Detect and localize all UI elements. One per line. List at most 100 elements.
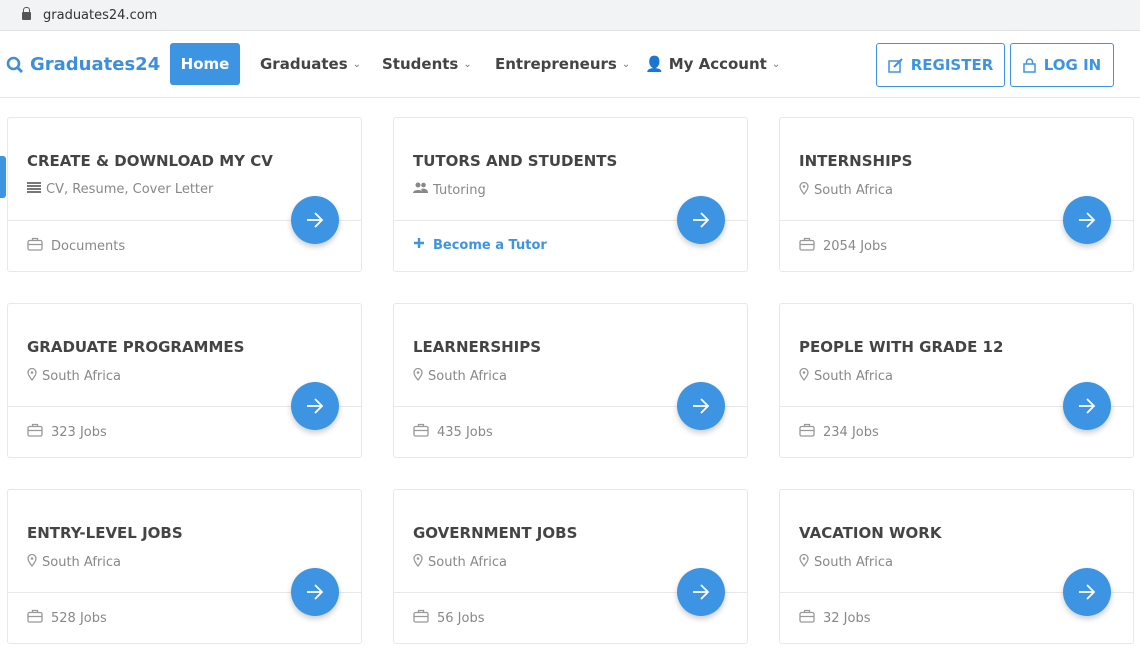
category-card[interactable]: PEOPLE WITH GRADE 12 South Africa 234 Jo… — [779, 303, 1134, 458]
divider — [394, 592, 747, 593]
card-footer-text: Become a Tutor — [433, 237, 547, 253]
card-subtitle: CV, Resume, Cover Letter — [27, 182, 213, 197]
category-card[interactable]: VACATION WORK South Africa 32 Jobs — [779, 489, 1134, 644]
arrow-right-icon — [307, 398, 324, 414]
lock-icon — [22, 6, 31, 20]
arrow-right-icon — [1079, 398, 1096, 414]
address-bar[interactable]: graduates24.com — [0, 0, 1140, 31]
nav-my-account[interactable]: 👤 My Account ⌄ — [645, 43, 780, 85]
nav-graduates[interactable]: Graduates ⌄ — [260, 43, 361, 85]
nav-home[interactable]: Home — [170, 43, 240, 85]
open-card-button[interactable] — [677, 568, 725, 616]
card-title[interactable]: GOVERNMENT JOBS — [413, 524, 578, 542]
open-card-button[interactable] — [291, 382, 339, 430]
open-card-button[interactable] — [1063, 382, 1111, 430]
card-title[interactable]: ENTRY-LEVEL JOBS — [27, 524, 183, 542]
card-footer: 528 Jobs — [27, 609, 107, 627]
chevron-down-icon: ⌄ — [771, 58, 781, 70]
divider — [394, 406, 747, 407]
chevron-down-icon: ⌄ — [621, 58, 631, 70]
nav-label: Students — [382, 55, 459, 73]
become-tutor-link[interactable]: Become a Tutor — [413, 237, 547, 253]
category-card[interactable]: LEARNERSHIPS South Africa 435 Jobs — [393, 303, 748, 458]
logo[interactable]: Graduates24 — [6, 54, 160, 75]
register-label: REGISTER — [910, 56, 994, 74]
open-card-button[interactable] — [677, 382, 725, 430]
open-card-button[interactable] — [1063, 568, 1111, 616]
lock-icon — [1023, 57, 1036, 73]
plus-icon — [413, 237, 425, 253]
nav-home-label: Home — [180, 55, 230, 73]
card-footer-text: 2054 Jobs — [823, 238, 888, 254]
briefcase-icon — [413, 609, 429, 627]
arrow-right-icon — [307, 584, 324, 600]
register-button[interactable]: REGISTER — [876, 43, 1005, 87]
nav-label: Entrepreneurs — [495, 55, 617, 73]
card-title[interactable]: PEOPLE WITH GRADE 12 — [799, 338, 1004, 356]
card-footer: 56 Jobs — [413, 609, 485, 627]
arrow-right-icon — [1079, 212, 1096, 228]
open-card-button[interactable] — [677, 196, 725, 244]
category-card[interactable]: ENTRY-LEVEL JOBS South Africa 528 Jobs — [7, 489, 362, 644]
url-text: graduates24.com — [43, 8, 158, 23]
login-button[interactable]: LOG IN — [1010, 43, 1114, 87]
card-title[interactable]: LEARNERSHIPS — [413, 338, 542, 356]
card-footer-text: 323 Jobs — [51, 424, 107, 440]
nav-students[interactable]: Students ⌄ — [382, 43, 472, 85]
search-icon — [6, 56, 23, 73]
category-card[interactable]: GOVERNMENT JOBS South Africa 56 Jobs — [393, 489, 748, 644]
map-pin-icon — [27, 553, 37, 571]
card-footer: Documents — [27, 237, 125, 255]
logo-text: Graduates24 — [30, 54, 161, 75]
open-card-button[interactable] — [291, 196, 339, 244]
card-footer-text: 32 Jobs — [823, 610, 871, 626]
card-subtitle-text: Tutoring — [433, 182, 486, 198]
open-card-button[interactable] — [291, 568, 339, 616]
briefcase-icon — [27, 423, 43, 441]
card-title[interactable]: TUTORS AND STUDENTS — [413, 152, 618, 170]
briefcase-icon — [799, 609, 815, 627]
briefcase-icon — [799, 423, 815, 441]
card-subtitle-text: South Africa — [428, 369, 507, 384]
category-card[interactable]: INTERNSHIPS South Africa 2054 Jobs — [779, 117, 1134, 272]
card-subtitle: South Africa — [799, 181, 893, 199]
card-subtitle: South Africa — [799, 553, 893, 571]
card-subtitle-text: South Africa — [42, 555, 121, 570]
navbar: Graduates24 Home Graduates ⌄ Students ⌄ En… — [0, 35, 1140, 98]
card-footer: 435 Jobs — [413, 423, 493, 441]
nav-label: Graduates — [260, 55, 348, 73]
card-subtitle-text: South Africa — [814, 369, 893, 384]
card-title[interactable]: GRADUATE PROGRAMMES — [27, 338, 245, 356]
map-pin-icon — [27, 367, 37, 385]
card-title[interactable]: INTERNSHIPS — [799, 152, 913, 170]
category-card[interactable]: CREATE & DOWNLOAD MY CV CV, Resume, Cove… — [7, 117, 362, 272]
card-subtitle: South Africa — [413, 367, 507, 385]
map-pin-icon — [799, 553, 809, 571]
card-footer-text: 234 Jobs — [823, 424, 879, 440]
url-field[interactable]: graduates24.com — [8, 3, 1140, 28]
category-card[interactable]: TUTORS AND STUDENTS Tutoring Become a Tu… — [393, 117, 748, 272]
login-label: LOG IN — [1043, 56, 1102, 74]
arrow-right-icon — [307, 212, 324, 228]
category-card[interactable]: GRADUATE PROGRAMMES South Africa 323 Job… — [7, 303, 362, 458]
divider — [8, 406, 361, 407]
card-subtitle-text: South Africa — [814, 555, 893, 570]
card-subtitle: South Africa — [413, 553, 507, 571]
card-footer: 234 Jobs — [799, 423, 879, 441]
card-subtitle-text: South Africa — [428, 555, 507, 570]
nav-entrepreneurs[interactable]: Entrepreneurs ⌄ — [495, 43, 630, 85]
card-title[interactable]: CREATE & DOWNLOAD MY CV — [27, 152, 273, 170]
card-title[interactable]: VACATION WORK — [799, 524, 942, 542]
card-footer: 32 Jobs — [799, 609, 871, 627]
card-subtitle-text: South Africa — [42, 369, 121, 384]
open-card-button[interactable] — [1063, 196, 1111, 244]
briefcase-icon — [799, 237, 815, 255]
divider — [8, 592, 361, 593]
side-tab[interactable] — [0, 156, 6, 198]
card-subtitle-text: CV, Resume, Cover Letter — [46, 182, 214, 197]
chevron-down-icon: ⌄ — [463, 58, 472, 70]
card-footer: 323 Jobs — [27, 423, 107, 441]
divider — [8, 220, 361, 221]
users-icon — [413, 182, 428, 198]
edit-icon — [887, 57, 903, 73]
